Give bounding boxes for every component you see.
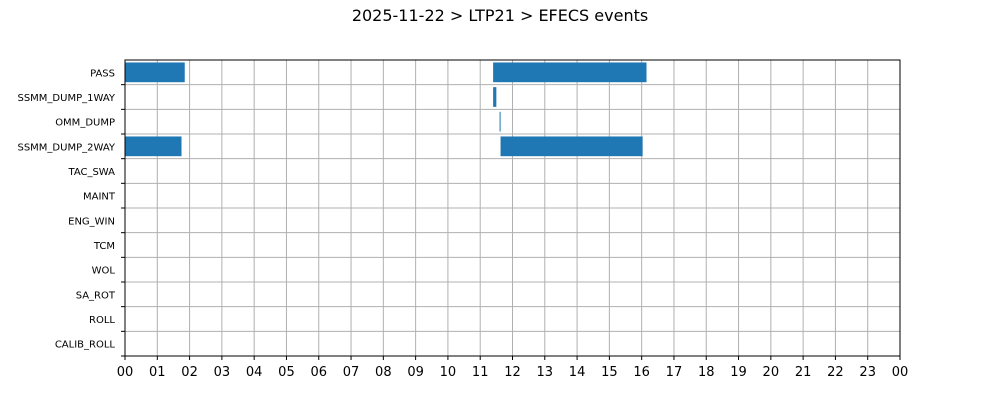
x-tick-label: 11 (472, 365, 489, 380)
x-tick-label: 19 (730, 365, 747, 380)
category-label: ROLL (89, 315, 115, 326)
x-tick-label: 23 (859, 365, 876, 380)
x-tick-label: 04 (246, 365, 263, 380)
category-label: SSMM_DUMP_1WAY (17, 93, 115, 104)
x-tick-label: 10 (440, 365, 457, 380)
category-label: WOL (92, 266, 116, 277)
category-label: TAC_SWA (67, 167, 115, 178)
category-label: SSMM_DUMP_2WAY (17, 142, 115, 153)
x-tick-label: 08 (375, 365, 392, 380)
category-label: TCM (93, 241, 115, 252)
x-tick-label: 15 (601, 365, 618, 380)
event-bar (499, 111, 501, 132)
category-label: ENG_WIN (68, 216, 115, 227)
x-tick-label: 06 (310, 365, 327, 380)
x-tick-label: 22 (827, 365, 844, 380)
event-bar (493, 62, 647, 83)
event-bar (125, 136, 182, 157)
x-tick-label: 20 (763, 365, 780, 380)
category-label: PASS (90, 68, 115, 79)
x-tick-label: 13 (537, 365, 554, 380)
x-tick-label: 00 (892, 365, 909, 380)
x-tick-label: 07 (343, 365, 360, 380)
bar-layer (125, 62, 647, 157)
x-tick-label: 18 (698, 365, 715, 380)
event-bar (493, 87, 497, 107)
axis-layer: 00 01 02 03 04 05 06 07 08 09 10 11 12 13 14 15 16 17 18 19… (17, 59, 909, 380)
x-tick-label: 02 (181, 365, 198, 380)
x-tick-label: 14 (569, 365, 586, 380)
x-tick-label: 05 (278, 365, 295, 380)
x-tick-label: 21 (795, 365, 812, 380)
x-tick-label: 12 (504, 365, 521, 380)
event-bar (500, 136, 643, 157)
x-tick-label: 03 (214, 365, 231, 380)
category-label: OMM_DUMP (55, 118, 115, 129)
x-tick-label: 16 (633, 365, 650, 380)
x-tick-label: 00 (117, 365, 134, 380)
grid-layer (124, 60, 901, 356)
category-label: CALIB_ROLL (55, 340, 116, 351)
chart-title: 2025-11-22 > LTP21 > EFECS events (351, 6, 649, 25)
x-tick-label: 17 (666, 365, 683, 380)
x-tick-label: 09 (407, 365, 424, 380)
event-bar (125, 62, 185, 83)
category-label: MAINT (83, 192, 116, 203)
x-tick-label: 01 (149, 365, 166, 380)
category-label: SA_ROT (76, 290, 116, 301)
plot-frame (124, 59, 901, 357)
